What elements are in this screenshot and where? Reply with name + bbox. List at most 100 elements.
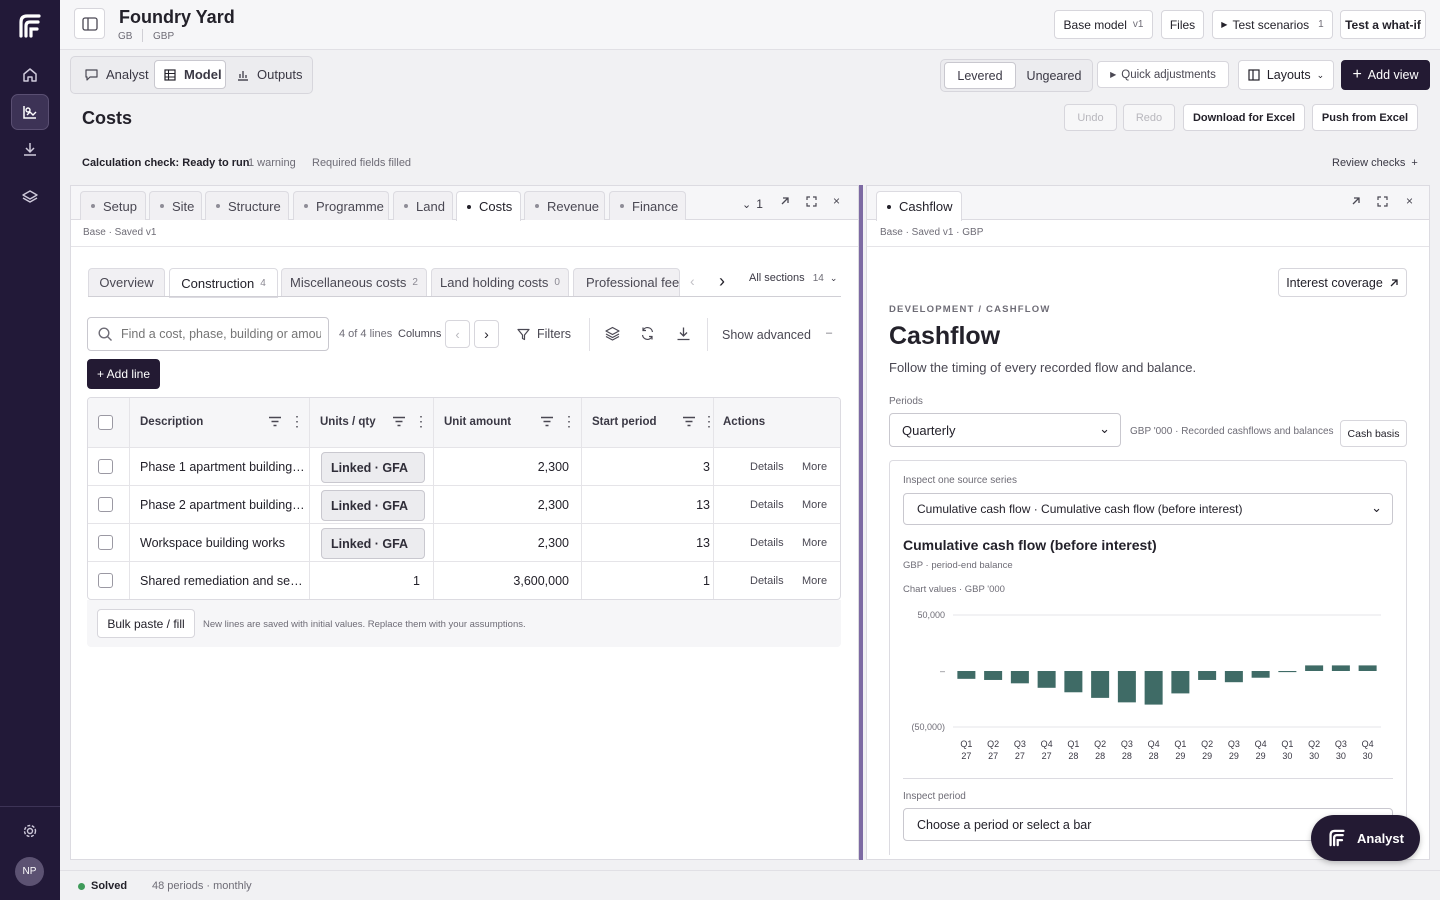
chart-bar[interactable]: [1010, 671, 1029, 684]
chart-bar[interactable]: [1091, 671, 1110, 698]
chart-bar[interactable]: [1064, 671, 1083, 693]
undo-button[interactable]: Undo: [1064, 104, 1117, 131]
chart-bar[interactable]: [1117, 671, 1136, 703]
chart-bar[interactable]: [1251, 671, 1270, 678]
cash-basis-button[interactable]: Cash basis: [1340, 420, 1407, 447]
avatar[interactable]: NP: [15, 857, 44, 886]
test-scenarios-button[interactable]: ▶ Test scenarios 1: [1212, 10, 1333, 39]
row-start-period[interactable]: 1: [703, 573, 710, 588]
bulk-paste-button[interactable]: Bulk paste / fill: [97, 609, 195, 638]
tab-revenue[interactable]: Revenue: [524, 191, 605, 220]
chart-bar[interactable]: [1224, 671, 1243, 683]
tab-programme[interactable]: Programme: [293, 191, 389, 220]
refresh-icon[interactable]: [640, 326, 655, 341]
mode-analyst[interactable]: Analyst: [77, 60, 155, 89]
home-icon[interactable]: [11, 57, 49, 93]
row-unit-amount[interactable]: 3,600,000: [513, 573, 569, 588]
download-icon[interactable]: [676, 326, 691, 341]
tab-site[interactable]: Site: [149, 191, 202, 220]
column-menu-icon[interactable]: ⋮: [702, 413, 716, 429]
tab-cashflow[interactable]: Cashflow: [876, 191, 962, 221]
add-view-button[interactable]: + Add view: [1341, 60, 1430, 90]
warning-count[interactable]: 1 warning: [248, 157, 296, 169]
tab-costs[interactable]: Costs: [456, 191, 521, 221]
pop-out-icon[interactable]: [779, 196, 790, 207]
section-overview[interactable]: Overview: [88, 268, 165, 297]
tab-setup[interactable]: Setup: [80, 191, 146, 220]
cumulative-cashflow-chart[interactable]: 50,000 – (50,000) Q1 27 Q2 27 Q3 27 Q4 27 Q1 28 Q2 28 Q…: [903, 600, 1393, 770]
row-checkbox[interactable]: [98, 573, 113, 588]
chart-bar[interactable]: [1331, 665, 1350, 671]
layers-icon[interactable]: [605, 326, 620, 341]
select-all-checkbox[interactable]: [98, 415, 113, 430]
row-details-button[interactable]: Details: [750, 460, 784, 473]
interest-coverage-button[interactable]: Interest coverage: [1278, 268, 1407, 297]
mode-model[interactable]: Model: [154, 60, 226, 89]
layouts-button[interactable]: Layouts ⌄: [1238, 60, 1334, 90]
quick-adjustments-button[interactable]: ▶ Quick adjustments: [1097, 61, 1229, 88]
filter-icon[interactable]: [392, 416, 406, 427]
chart-bar[interactable]: [1358, 665, 1377, 671]
expand-icon[interactable]: [1377, 196, 1388, 207]
chart-bar[interactable]: [1144, 671, 1163, 705]
row-more-button[interactable]: More: [802, 460, 828, 473]
chart-bar[interactable]: [1278, 671, 1297, 673]
column-menu-icon[interactable]: ⋮: [290, 413, 304, 429]
series-select[interactable]: Cumulative cash flow · Cumulative cash f…: [903, 493, 1393, 525]
column-menu-icon[interactable]: ⋮: [562, 413, 576, 429]
ungeared-option[interactable]: Ungeared: [1026, 68, 1082, 83]
table-row[interactable]: Workspace building works Linked · GFA 2,…: [88, 523, 840, 562]
section-land-holding[interactable]: Land holding costs 0: [431, 268, 569, 297]
show-advanced-toggle[interactable]: Show advanced: [722, 328, 811, 342]
row-units[interactable]: 1: [413, 573, 420, 588]
close-icon[interactable]: ×: [1406, 194, 1414, 208]
row-details-button[interactable]: Details: [750, 574, 784, 587]
mode-outputs[interactable]: Outputs: [228, 60, 308, 89]
section-misc-costs[interactable]: Miscellaneous costs 2: [281, 268, 427, 297]
push-excel-button[interactable]: Push from Excel: [1312, 104, 1418, 131]
row-description[interactable]: Workspace building works: [140, 535, 285, 550]
analyst-fab[interactable]: Analyst: [1311, 815, 1420, 861]
row-start-period[interactable]: 3: [703, 459, 710, 474]
chart-bar[interactable]: [1305, 665, 1324, 671]
download-icon[interactable]: [11, 131, 49, 167]
chart-bar[interactable]: [1198, 671, 1217, 680]
next-column-button[interactable]: ›: [474, 320, 499, 348]
filter-icon[interactable]: [268, 416, 282, 427]
layers-icon[interactable]: [11, 179, 49, 215]
sidebar-toggle-button[interactable]: [74, 8, 105, 39]
row-start-period[interactable]: 13: [696, 535, 710, 550]
close-icon[interactable]: ×: [833, 194, 841, 208]
columns-label[interactable]: Columns: [398, 328, 442, 340]
add-line-button[interactable]: + Add line: [87, 359, 160, 389]
row-checkbox[interactable]: [98, 497, 113, 512]
tab-finance[interactable]: Finance: [609, 191, 686, 220]
row-description[interactable]: Phase 1 apartment building…: [140, 459, 305, 474]
header-units[interactable]: Units / qty: [320, 416, 376, 428]
chevron-right-icon[interactable]: ›: [719, 271, 725, 291]
pop-out-icon[interactable]: [1350, 196, 1361, 207]
row-unit-amount[interactable]: 2,300: [537, 497, 569, 512]
section-professional-fees[interactable]: Professional fees: [573, 268, 680, 297]
chart-bar[interactable]: [1037, 671, 1056, 688]
cost-search-input[interactable]: [121, 327, 321, 341]
row-checkbox[interactable]: [98, 459, 113, 474]
tab-structure[interactable]: Structure: [205, 191, 289, 220]
all-sections-dropdown[interactable]: All sections 14 ⌄: [749, 272, 837, 284]
expand-icon[interactable]: [806, 196, 817, 207]
row-more-button[interactable]: More: [802, 574, 828, 587]
row-start-period[interactable]: 13: [696, 497, 710, 512]
linked-units-pill[interactable]: Linked · GFA: [321, 490, 425, 521]
row-more-button[interactable]: More: [802, 498, 828, 511]
prev-column-button[interactable]: ‹: [445, 320, 470, 348]
redo-button[interactable]: Redo: [1123, 104, 1175, 131]
filters-button[interactable]: Filters: [517, 327, 571, 341]
row-unit-amount[interactable]: 2,300: [537, 459, 569, 474]
collapse-icon[interactable]: –: [826, 327, 833, 339]
split-handle[interactable]: [859, 185, 863, 860]
filter-icon[interactable]: [540, 416, 554, 427]
base-model-button[interactable]: Base model v1: [1054, 10, 1153, 39]
chart-bar[interactable]: [957, 671, 976, 679]
tab-land[interactable]: Land: [393, 191, 453, 220]
model-icon[interactable]: [11, 94, 49, 130]
